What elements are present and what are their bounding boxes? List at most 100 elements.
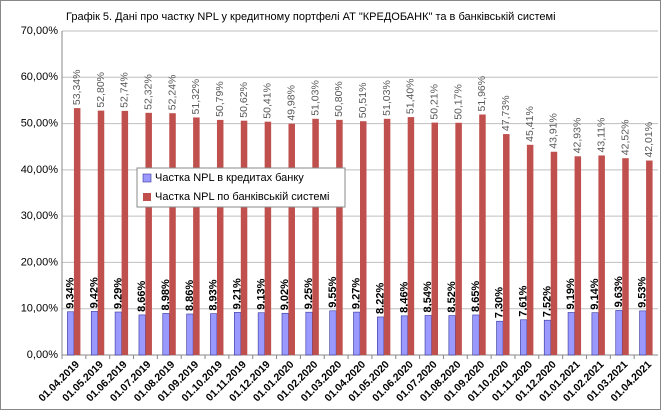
data-label: 8,54% xyxy=(422,281,434,312)
bar xyxy=(400,315,408,356)
bar xyxy=(121,110,129,355)
bar xyxy=(145,112,152,355)
bar xyxy=(567,312,575,356)
y-tick-label: 30,00% xyxy=(21,210,59,222)
data-label: 7,30% xyxy=(494,287,506,318)
bar xyxy=(193,117,200,355)
legend-swatch xyxy=(142,173,152,183)
bar xyxy=(186,313,194,356)
data-label: 50,21% xyxy=(429,84,441,120)
data-label: 7,61% xyxy=(518,285,530,316)
data-label: 51,32% xyxy=(190,79,202,115)
bar xyxy=(543,319,552,356)
bar xyxy=(615,310,623,356)
data-label: 52,80% xyxy=(95,72,107,108)
data-label: 50,17% xyxy=(452,84,464,120)
bar xyxy=(377,316,385,356)
bar xyxy=(169,113,176,355)
data-label: 9,27% xyxy=(351,278,363,309)
bar xyxy=(360,121,367,356)
bar xyxy=(520,319,528,356)
data-label: 9,02% xyxy=(279,279,291,310)
y-tick-label: 50,00% xyxy=(21,117,59,129)
bar xyxy=(550,151,558,355)
bar xyxy=(97,110,105,356)
data-label: 9,21% xyxy=(231,278,243,309)
legend-swatch xyxy=(143,193,151,201)
data-label: 51,03% xyxy=(381,80,393,116)
data-label: 51,96% xyxy=(476,76,488,112)
data-label: 51,40% xyxy=(405,78,417,114)
data-label: 8,65% xyxy=(470,281,482,312)
bar xyxy=(598,155,605,355)
data-label: 8,93% xyxy=(208,279,220,310)
bar xyxy=(264,121,272,356)
bar xyxy=(472,314,480,356)
data-label: 50,51% xyxy=(357,83,369,119)
bar xyxy=(479,114,486,356)
legend-label: Частка NPL по банківській системі xyxy=(155,191,329,203)
data-label: 51,03% xyxy=(309,80,321,116)
bar xyxy=(574,156,582,355)
y-tick-label: 20,00% xyxy=(21,256,59,268)
bar xyxy=(281,312,289,356)
bar xyxy=(496,320,504,356)
bar xyxy=(73,108,81,355)
bar xyxy=(448,315,456,356)
bar xyxy=(162,313,170,356)
data-label: 50,62% xyxy=(238,82,250,118)
bar xyxy=(288,123,295,355)
data-label: 8,46% xyxy=(398,281,410,312)
bar xyxy=(67,311,75,356)
data-label: 9,42% xyxy=(88,277,100,308)
data-label: 42,52% xyxy=(619,120,631,156)
bar xyxy=(591,312,599,356)
bar xyxy=(455,122,462,355)
bar xyxy=(210,313,218,356)
data-label: 52,74% xyxy=(119,72,131,108)
data-label: 52,24% xyxy=(166,75,178,111)
data-label: 9,63% xyxy=(613,276,625,307)
bar xyxy=(336,119,343,356)
bar xyxy=(407,117,415,355)
legend-label: Частка NPL в кредитах банку xyxy=(155,172,304,184)
data-label: 50,79% xyxy=(214,81,226,117)
bar xyxy=(639,310,647,356)
bar xyxy=(216,119,224,355)
bar xyxy=(234,312,242,356)
bar xyxy=(90,311,99,356)
bar xyxy=(329,310,337,356)
bar xyxy=(138,314,146,356)
bar xyxy=(646,160,653,355)
data-label: 8,98% xyxy=(160,279,172,310)
data-label: 9,19% xyxy=(565,278,577,309)
data-label: 49,98% xyxy=(286,85,298,121)
bar xyxy=(312,118,319,355)
bar xyxy=(526,144,534,355)
legend-box xyxy=(136,167,346,208)
data-label: 43,11% xyxy=(595,118,607,153)
bar xyxy=(424,315,432,356)
data-label: 9,55% xyxy=(327,276,339,307)
data-label: 9,53% xyxy=(637,276,649,307)
bar xyxy=(622,158,629,355)
data-label: 9,13% xyxy=(255,278,267,309)
bar xyxy=(257,312,265,356)
data-label: 50,80% xyxy=(333,81,345,117)
bar xyxy=(503,134,510,355)
data-label: 8,86% xyxy=(184,280,196,311)
data-label: 8,52% xyxy=(446,281,458,312)
data-label: 8,66% xyxy=(136,281,148,312)
y-tick-label: 0,00% xyxy=(27,349,58,361)
bar xyxy=(383,118,391,355)
bar xyxy=(240,120,248,355)
data-label: 43,91% xyxy=(548,113,560,149)
chart-title: Графік 5. Дані про частку NPL у кредитно… xyxy=(66,11,556,23)
data-label: 9,29% xyxy=(112,278,124,309)
data-label: 45,41% xyxy=(524,106,536,142)
data-label: 7,52% xyxy=(541,286,553,317)
data-label: 9,14% xyxy=(589,278,601,309)
data-label: 47,73% xyxy=(500,95,512,131)
bar xyxy=(431,122,439,355)
